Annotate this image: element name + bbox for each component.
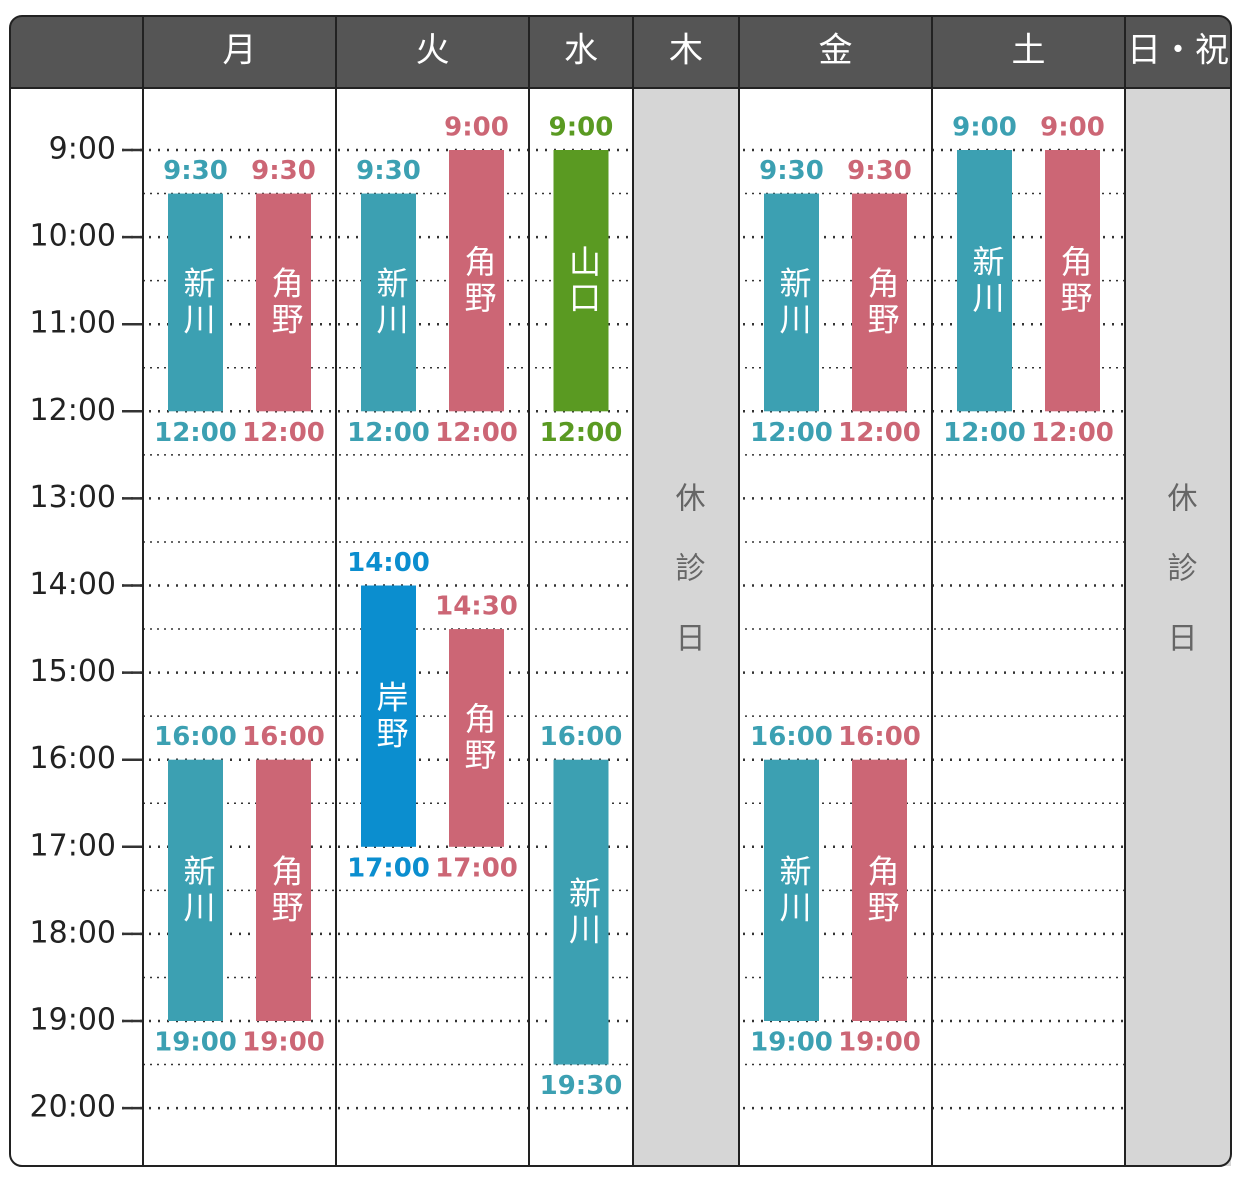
shift-name: 新川: [372, 266, 410, 338]
time-label: 17:00: [30, 828, 116, 863]
shift-end: 12:00: [154, 418, 237, 448]
shift-block: [957, 150, 1012, 412]
day-label: 火: [416, 31, 450, 71]
shift-start: 14:30: [435, 592, 518, 622]
shift-end: 19:00: [750, 1028, 833, 1058]
time-label: 15:00: [30, 654, 116, 689]
shift-name: 角野: [1056, 245, 1094, 317]
shift-block: [449, 150, 504, 412]
shift-block: [852, 759, 907, 1021]
shift-block: [256, 193, 311, 412]
shift-end: 12:00: [1031, 418, 1114, 448]
closed-column: [633, 88, 739, 1166]
shift-end: 19:00: [154, 1028, 237, 1058]
time-label: 20:00: [30, 1090, 116, 1125]
shift-name: 角野: [460, 245, 498, 317]
time-label: 19:00: [30, 1003, 116, 1038]
time-label: 18:00: [30, 915, 116, 950]
closed-label: 休診日: [1162, 482, 1198, 692]
shift-start: 9:00: [444, 113, 509, 143]
day-label: 日・祝: [1127, 31, 1229, 71]
shift-name: 新川: [564, 876, 602, 948]
shift-block: [553, 759, 609, 1065]
shift-name: 新川: [775, 854, 813, 926]
day-label: 木: [669, 31, 703, 71]
shift-start: 9:30: [163, 156, 228, 186]
time-label: 11:00: [30, 306, 116, 341]
shift-start: 9:30: [251, 156, 316, 186]
time-label: 12:00: [30, 393, 116, 428]
shift-start: 9:30: [356, 156, 421, 186]
shift-end: 19:30: [540, 1071, 623, 1101]
shift-name: 角野: [863, 266, 901, 338]
shift-end: 12:00: [750, 418, 833, 448]
shift-name: 新川: [968, 245, 1006, 317]
shift-name: 新川: [179, 266, 217, 338]
table-border: [9, 15, 1232, 1167]
shift-block: [449, 629, 504, 847]
shift-block: [168, 193, 223, 412]
shift-start: 16:00: [540, 722, 623, 752]
time-label: 10:00: [30, 219, 116, 254]
day-label: 金: [819, 31, 853, 71]
shift-start: 16:00: [154, 722, 237, 752]
shift-start: 9:30: [759, 156, 824, 186]
shift-end: 17:00: [347, 853, 430, 883]
shift-start: 9:30: [847, 156, 912, 186]
shift-name: 角野: [460, 702, 498, 774]
shift-end: 12:00: [242, 418, 325, 448]
shift-name: 角野: [267, 854, 305, 926]
shift-name: 角野: [863, 854, 901, 926]
shift-name: 角野: [267, 266, 305, 338]
day-label: 水: [564, 31, 598, 71]
shift-block: [553, 150, 609, 412]
shift-start: 9:00: [1040, 113, 1105, 143]
shift-name: 新川: [179, 854, 217, 926]
shift-end: 12:00: [347, 418, 430, 448]
shift-end: 12:00: [943, 418, 1026, 448]
shift-end: 12:00: [540, 418, 623, 448]
shift-block: [1045, 150, 1100, 412]
shift-start: 16:00: [838, 722, 921, 752]
day-label: 土: [1012, 31, 1046, 71]
shift-end: 12:00: [435, 418, 518, 448]
shift-name: 山口: [564, 245, 602, 317]
time-label: 16:00: [30, 741, 116, 776]
shift-block: [361, 585, 416, 847]
shift-end: 19:00: [838, 1028, 921, 1058]
header-bg: [10, 16, 1231, 88]
shift-end: 19:00: [242, 1028, 325, 1058]
shift-block: [764, 759, 819, 1021]
closed-label: 休診日: [670, 482, 706, 692]
time-label: 13:00: [30, 480, 116, 515]
shift-end: 17:00: [435, 853, 518, 883]
shift-block: [256, 759, 311, 1021]
shift-block: [361, 193, 416, 412]
shift-start: 9:00: [952, 113, 1017, 143]
shift-block: [168, 759, 223, 1021]
shift-end: 12:00: [838, 418, 921, 448]
day-label: 月: [223, 31, 257, 71]
time-label: 9:00: [49, 132, 116, 167]
shift-name: 岸野: [372, 680, 410, 752]
shift-name: 新川: [775, 266, 813, 338]
shift-start: 14:00: [347, 548, 430, 578]
shift-start: 16:00: [750, 722, 833, 752]
shift-start: 9:00: [549, 113, 614, 143]
shift-start: 16:00: [242, 722, 325, 752]
shift-block: [764, 193, 819, 412]
closed-column: [1125, 88, 1231, 1166]
time-label: 14:00: [30, 567, 116, 602]
shift-block: [852, 193, 907, 412]
